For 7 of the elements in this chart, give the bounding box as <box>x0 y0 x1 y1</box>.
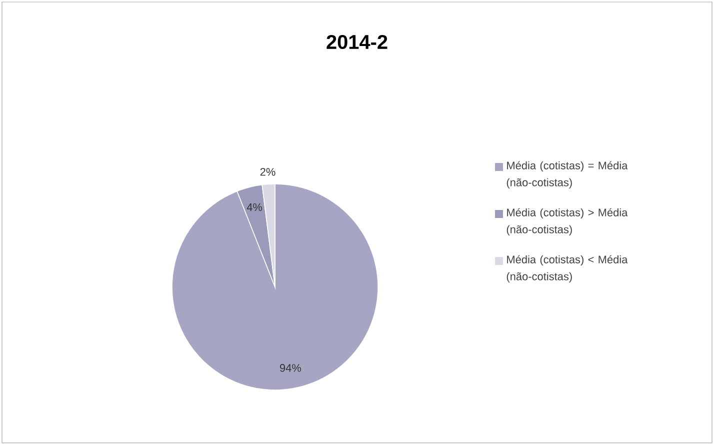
chart-title: 2014-2 <box>326 34 388 50</box>
data-label: 94% <box>280 364 302 372</box>
legend-label: Média (cotistas) < Média (não-cotistas) <box>506 255 628 282</box>
data-label: 4% <box>246 203 262 211</box>
data-label: 2% <box>260 168 276 176</box>
legend-label: Média (cotistas) > Média (não-cotistas) <box>506 208 628 236</box>
legend-label: Média (cotistas) = Média (não-cotistas) <box>506 161 628 188</box>
